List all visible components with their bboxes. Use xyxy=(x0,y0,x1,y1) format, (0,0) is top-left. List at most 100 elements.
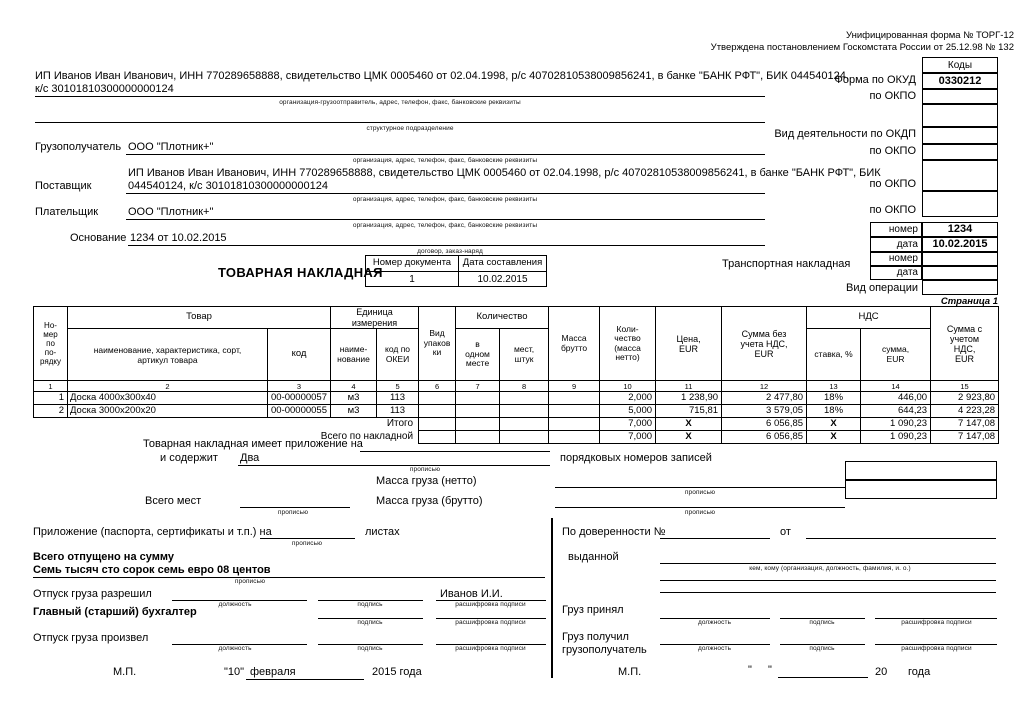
cargo-received-label2: грузополучатель xyxy=(562,644,647,656)
date-month[interactable]: февраля xyxy=(250,666,296,678)
cell-vat-sum[interactable]: 644,23 xyxy=(860,404,932,418)
total-in-words[interactable]: Семь тысяч сто сорок семь евро 08 центов xyxy=(33,564,271,576)
basis-date-value[interactable]: 10.02.2015 xyxy=(922,237,998,252)
operation-type-value[interactable] xyxy=(922,280,998,295)
cargo-accepted-position-rule[interactable] xyxy=(660,618,770,619)
cell-pack-type[interactable] xyxy=(418,391,457,405)
cargo-received-decrypt-rule[interactable] xyxy=(875,644,997,645)
cell-qty-places[interactable] xyxy=(499,391,550,405)
date-day[interactable]: "10" xyxy=(224,666,245,678)
basis-value[interactable]: 1234 от 10.02.2015 xyxy=(130,232,227,244)
shipper-value-line2[interactable]: к/с 30101810300000000124 xyxy=(35,83,174,95)
cell-qty-in-place[interactable] xyxy=(455,391,501,405)
cell-qty-in-place[interactable] xyxy=(455,404,501,418)
release-done-signature-rule[interactable] xyxy=(318,644,423,645)
mass-gross-rule[interactable] xyxy=(555,507,845,508)
cell-sum-no-vat[interactable]: 3 579,05 xyxy=(721,404,808,418)
transport-date-value[interactable] xyxy=(922,266,998,280)
issued-rule-1[interactable] xyxy=(660,563,996,564)
cargo-accepted-signature-rule[interactable] xyxy=(780,618,865,619)
issued-rule-2[interactable] xyxy=(660,580,996,581)
cell-qty-net[interactable]: 5,000 xyxy=(599,404,657,418)
okpo-value-subdivision[interactable] xyxy=(922,104,998,127)
consignee-rule xyxy=(126,154,765,155)
payer-value[interactable]: ООО "Плотник+" xyxy=(128,206,214,218)
cell-name[interactable]: Доска 3000x200x20 xyxy=(67,404,268,418)
okpo-value-1[interactable] xyxy=(922,89,998,104)
column-numbers-row: 1 2 3 4 5 6 7 8 9 10 11 12 13 14 15 xyxy=(33,380,1000,392)
shipper-value-line1[interactable]: ИП Иванов Иван Иванович, ИНН 77028965888… xyxy=(35,70,849,82)
okpo-value-4[interactable] xyxy=(922,191,998,217)
cell-mass-gross[interactable] xyxy=(548,391,601,405)
grand-totals-qty-places xyxy=(499,430,550,444)
proxy-date-rule[interactable] xyxy=(806,538,996,539)
total-released-label: Всего отпущено на сумму xyxy=(33,551,174,563)
release-allowed-label: Отпуск груза разрешил xyxy=(33,588,152,600)
cell-vat-sum[interactable]: 446,00 xyxy=(860,391,932,405)
okpo-value-3[interactable] xyxy=(922,160,998,191)
cell-qty-net[interactable]: 2,000 xyxy=(599,391,657,405)
basis-number-value[interactable]: 1234 xyxy=(922,222,998,237)
cell-unit-name[interactable]: м3 xyxy=(330,404,378,418)
cell-mass-gross[interactable] xyxy=(548,404,601,418)
cell-price[interactable]: 715,81 xyxy=(655,404,723,418)
transport-invoice-label: Транспортная накладная xyxy=(722,258,851,270)
contains-value[interactable]: Два xyxy=(240,452,260,464)
colnum-7: 7 xyxy=(455,380,501,392)
okud-value[interactable]: 0330212 xyxy=(922,73,998,89)
date-year[interactable]: 2015 года xyxy=(372,666,422,678)
colnum-1: 1 xyxy=(33,380,68,392)
cargo-received-position-rule[interactable] xyxy=(660,644,770,645)
cell-vat-rate[interactable]: 18% xyxy=(806,404,862,418)
th-code: код xyxy=(266,328,332,381)
cell-sum-no-vat[interactable]: 2 477,80 xyxy=(721,391,808,405)
cargo-received-signature-rule[interactable] xyxy=(780,644,865,645)
cell-qty-places[interactable] xyxy=(499,404,550,418)
release-allowed-decrypt-rule[interactable] xyxy=(436,600,546,601)
total-places-rule[interactable] xyxy=(240,507,350,508)
records-box-2[interactable] xyxy=(845,480,997,499)
appendix-rule[interactable] xyxy=(360,451,550,452)
cell-name[interactable]: Доска 4000x300x40 xyxy=(67,391,268,405)
doc-date-value[interactable]: 10.02.2015 xyxy=(477,274,528,285)
release-allowed-position-rule[interactable] xyxy=(172,600,307,601)
cell-code[interactable]: 00-00000055 xyxy=(266,404,332,418)
cell-unit-name[interactable]: м3 xyxy=(330,391,378,405)
release-allowed-signature-rule[interactable] xyxy=(318,600,423,601)
proxy-number-rule[interactable] xyxy=(660,538,770,539)
chief-accountant-decrypt-rule[interactable] xyxy=(436,618,546,619)
cell-unit-okei[interactable]: 113 xyxy=(376,404,420,418)
issued-rule-3[interactable] xyxy=(660,592,996,593)
cell-sum-with-vat[interactable]: 2 923,80 xyxy=(930,391,1000,405)
supplier-value-line2[interactable]: 044540124, к/с 30101810300000000124 xyxy=(128,180,328,192)
release-done-position-rule[interactable] xyxy=(172,644,307,645)
totals-qty-in-place xyxy=(455,417,501,431)
okdp-value[interactable] xyxy=(922,127,998,144)
okpo-value-2[interactable] xyxy=(922,144,998,160)
right-year-suffix: года xyxy=(908,666,931,678)
totals-qty-net: 7,000 xyxy=(599,417,657,431)
attachment-rule[interactable] xyxy=(260,538,355,539)
cell-vat-rate[interactable]: 18% xyxy=(806,391,862,405)
cargo-accepted-decrypt-rule[interactable] xyxy=(875,618,997,619)
transport-number-label: номер xyxy=(870,252,922,266)
supplier-value-line1[interactable]: ИП Иванов Иван Иванович, ИНН 77028965888… xyxy=(128,167,881,179)
signer-name[interactable]: Иванов И.И. xyxy=(440,588,503,600)
colnum-14: 14 xyxy=(860,380,932,392)
cell-code[interactable]: 00-00000057 xyxy=(266,391,332,405)
release-done-decrypt-rule[interactable] xyxy=(436,644,546,645)
th-qty-places: мест, штук xyxy=(499,328,550,381)
right-date-rule[interactable] xyxy=(778,677,868,678)
mass-net-rule[interactable] xyxy=(555,487,845,488)
cell-unit-okei[interactable]: 113 xyxy=(376,391,420,405)
doc-number-value[interactable]: 1 xyxy=(366,272,459,287)
attachment-propisyu: прописью xyxy=(291,540,323,547)
cell-sum-with-vat[interactable]: 4 223,28 xyxy=(930,404,1000,418)
transport-number-value[interactable] xyxy=(922,252,998,266)
chief-accountant-signature-rule[interactable] xyxy=(318,618,423,619)
records-box-1[interactable] xyxy=(845,461,997,480)
cell-price[interactable]: 1 238,90 xyxy=(655,391,723,405)
cell-pack-type[interactable] xyxy=(418,404,457,418)
operation-type-label: Вид операции xyxy=(846,282,918,294)
consignee-value[interactable]: ООО "Плотник+" xyxy=(128,141,214,153)
